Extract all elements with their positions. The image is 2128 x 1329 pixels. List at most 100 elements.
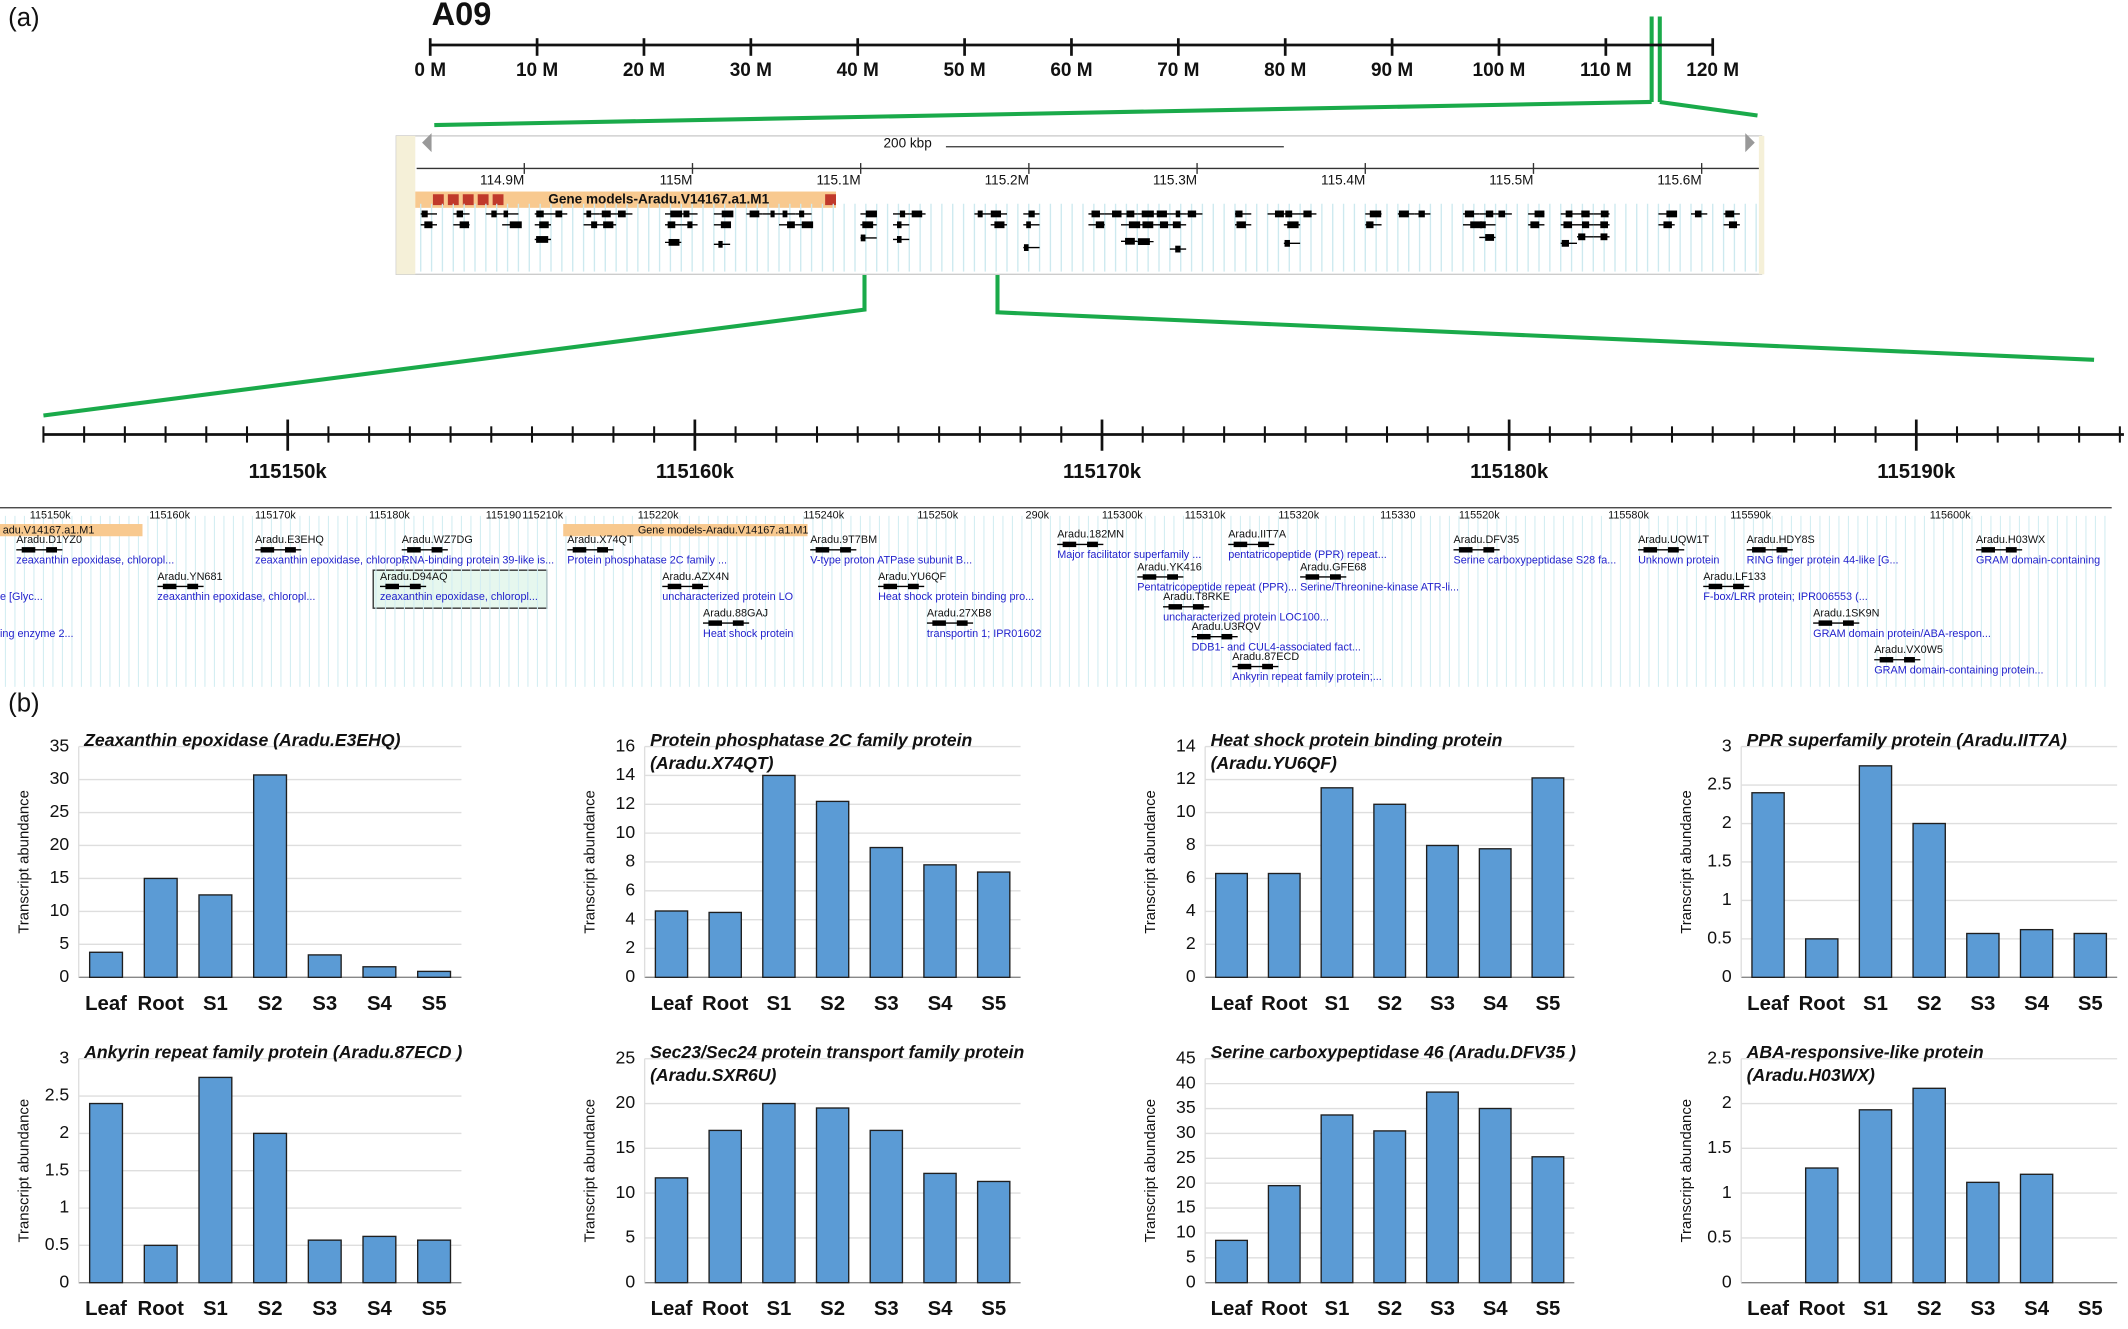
x-tick-label: S4 <box>1483 993 1509 1015</box>
chromosome-axis: 0 M 10 M 20 M 30 M 40 M 50 M 60 M 70 M 80 M 90 M 1… <box>414 38 1739 81</box>
gene-glyph <box>509 221 522 229</box>
gene-glyph <box>683 210 690 218</box>
y-tick-label: 0 <box>1722 966 1732 986</box>
x-tick-label: S2 <box>820 993 845 1015</box>
gene-glyph <box>1236 221 1246 229</box>
gene-glyph <box>1172 221 1181 229</box>
y-tick-label: 10 <box>616 822 636 842</box>
gene-glyph <box>977 210 983 218</box>
ruler-label: 115310k <box>1185 510 1226 522</box>
bar <box>362 1235 397 1284</box>
bar <box>417 1239 452 1284</box>
y-tick-label: 8 <box>1186 834 1196 854</box>
gene-glyph <box>1663 221 1672 229</box>
bar <box>1966 932 2000 979</box>
y-tick-label: 2.5 <box>45 1085 70 1105</box>
x-tick-label: S5 <box>2078 993 2103 1015</box>
bar <box>708 1129 742 1284</box>
gene-glyph <box>1565 210 1573 218</box>
gene-glyph <box>718 240 723 248</box>
y-axis-label: Transcript abundance <box>15 1099 32 1243</box>
y-tick-label: 12 <box>616 793 636 813</box>
scroll-left[interactable] <box>422 133 432 153</box>
gene-glyph <box>603 221 614 229</box>
y-tick-label: 0.5 <box>1707 1227 1732 1247</box>
x-tick-label: S5 <box>1535 1298 1560 1320</box>
gene-glyph <box>1578 233 1586 241</box>
y-tick-label: 0 <box>59 966 69 986</box>
y-tick-label: 1 <box>59 1197 69 1217</box>
y-tick-label: 1.5 <box>45 1159 70 1179</box>
gene-glyph <box>1287 221 1299 229</box>
gene-glyph <box>907 583 919 590</box>
x-tick-label: Root <box>138 1298 185 1320</box>
gene-glyph <box>1485 210 1494 218</box>
ruler-label: 115300k <box>1102 510 1143 522</box>
track-label: Gene models-Aradu.V14167.a1.M1 <box>548 191 769 206</box>
gene-glyph <box>421 210 428 218</box>
bar <box>1804 938 1839 979</box>
gene-glyph <box>1062 541 1077 548</box>
gene-name: Aradu.YU6QF <box>878 571 946 583</box>
y-tick-label: 25 <box>50 801 70 821</box>
gene-glyph <box>1904 657 1915 663</box>
gene-glyph <box>1725 210 1735 218</box>
y-tick-label: 3 <box>1722 735 1732 755</box>
y-tick-label: 40 <box>1176 1072 1196 1092</box>
chromosome-name: A09 <box>432 0 492 32</box>
ruler-label: 115240k <box>803 510 844 522</box>
gene-glyph <box>1221 633 1233 640</box>
y-tick-label: 20 <box>616 1092 636 1112</box>
tick-label: 115.3M <box>1153 172 1197 187</box>
y-tick-label: 2 <box>1186 933 1196 953</box>
bar <box>198 894 233 978</box>
gene-glyph <box>1479 221 1486 229</box>
bar <box>1373 803 1407 978</box>
x-tick-label: S2 <box>820 1298 845 1320</box>
gene-glyph <box>1694 210 1702 218</box>
gene-name: Aradu.DFV35 <box>1454 534 1520 546</box>
x-tick-label: Leaf <box>651 993 693 1015</box>
gene-glyph <box>860 234 866 242</box>
x-tick-label: S2 <box>258 1298 283 1320</box>
gene-description: Serine carboxypeptidase S28 fa... <box>1454 555 1617 567</box>
y-tick-label: 14 <box>1176 735 1196 755</box>
gene-name: Aradu.AZX4N <box>662 571 729 583</box>
gene-glyph <box>1470 221 1483 229</box>
bar <box>1373 1130 1407 1284</box>
ruler-label: 115590k <box>1730 510 1771 522</box>
x-tick-label: S4 <box>1483 1298 1509 1320</box>
bar <box>1425 844 1459 978</box>
scroll-right[interactable] <box>1745 133 1755 153</box>
gene-glyph <box>1128 221 1141 229</box>
track-icons <box>432 194 836 206</box>
y-tick-label: 2 <box>1722 812 1732 832</box>
x-tick-label: S4 <box>367 1298 393 1320</box>
gene-glyph <box>539 221 549 229</box>
gene-description: uncharacterized protein LO <box>662 591 793 603</box>
y-axis-label: Transcript abundance <box>1142 1099 1159 1243</box>
y-tick-label: 1.5 <box>1707 851 1732 871</box>
gene-glyph <box>1274 210 1284 218</box>
bar <box>252 774 288 979</box>
gene-glyph <box>1095 221 1105 229</box>
gene-name: Aradu.87ECD <box>1232 651 1299 663</box>
gene-glyph <box>1284 239 1290 247</box>
y-tick-label: 1 <box>1722 1182 1732 1202</box>
y-tick-label: 2 <box>625 937 635 957</box>
gene-glyph <box>1026 221 1031 229</box>
bar <box>923 1172 957 1284</box>
gene-glyph <box>1733 583 1744 590</box>
bar <box>654 910 689 979</box>
y-tick-label: 2.5 <box>1707 774 1732 794</box>
gene-glyph <box>862 221 874 229</box>
x-tick-label: Root <box>702 1298 749 1320</box>
gene-description: RING finger protein 44-like [G... <box>1747 555 1899 567</box>
gene-glyph <box>840 547 851 553</box>
panel-label: (b) <box>8 689 40 717</box>
y-tick-label: 14 <box>616 764 636 784</box>
x-tick-label: S1 <box>1325 993 1350 1015</box>
chart-title: (Aradu.YU6QF) <box>1211 753 1337 773</box>
strip: 115150k 115160k 115170k 115180k 115190 115210… <box>0 507 2112 687</box>
